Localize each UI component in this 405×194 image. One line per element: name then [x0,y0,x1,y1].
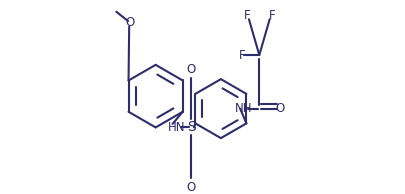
Text: F: F [243,9,249,22]
Text: O: O [125,16,134,29]
Text: NH: NH [235,102,252,115]
Text: F: F [268,9,275,22]
Text: S: S [187,120,195,134]
Text: O: O [186,63,196,76]
Text: HN: HN [168,121,185,134]
Text: F: F [239,48,245,61]
Text: O: O [186,181,196,194]
Text: O: O [275,102,284,115]
